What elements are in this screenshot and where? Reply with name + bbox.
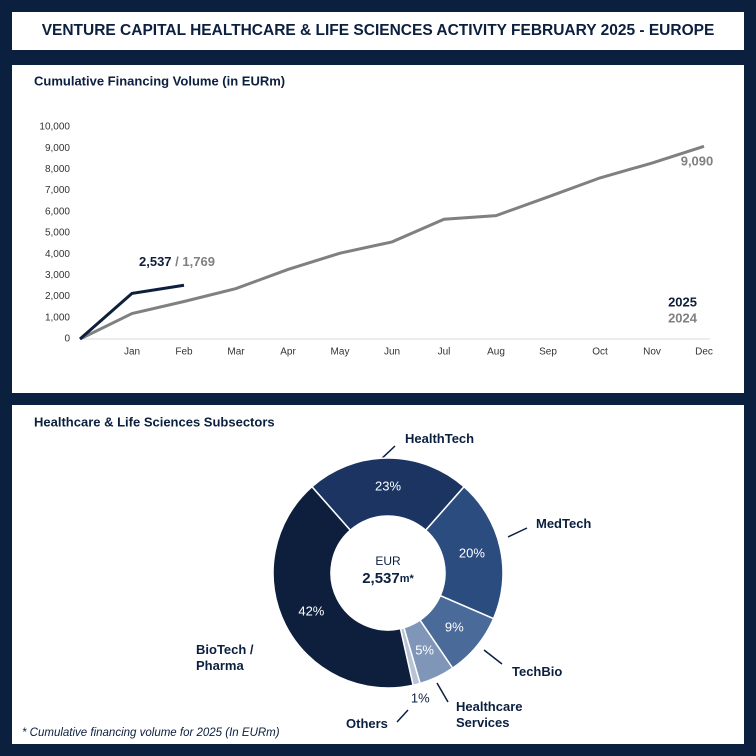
value-label: 5% [415, 642, 434, 657]
x-tick-label: Mar [227, 347, 245, 358]
donut-slice [424, 485, 504, 620]
x-tick-label: Jun [384, 347, 400, 358]
x-tick-label: Feb [175, 347, 193, 358]
x-tick-label: Oct [592, 347, 608, 358]
y-tick-label: 9,000 [45, 143, 70, 154]
y-tick-label: 7,000 [45, 185, 70, 196]
annotation: 2,537 / 1,769 [139, 254, 215, 269]
y-tick-label: 0 [64, 334, 70, 345]
donut-slice [272, 485, 414, 689]
leader-line [507, 527, 528, 538]
series-line [79, 283, 185, 341]
chart-title: Healthcare & Life Sciences Subsectors [34, 414, 275, 429]
series-line [79, 144, 705, 341]
donut-slice [310, 457, 466, 532]
value-label: 42% [298, 603, 324, 618]
value-label: 20% [459, 546, 485, 561]
page-title: VENTURE CAPITAL HEALTHCARE & LIFE SCIENC… [12, 12, 744, 50]
category-label: HealthTech [405, 431, 475, 446]
value-label: 9% [445, 619, 464, 634]
separator: / [172, 254, 183, 269]
y-tick-label: 10,000 [39, 122, 70, 133]
value-label: 9,090 [681, 153, 714, 168]
x-tick-label: Aug [487, 347, 505, 358]
x-tick-label: Jan [124, 347, 140, 358]
category-label: Healthcare Services [456, 699, 523, 730]
x-tick-label: Dec [695, 347, 713, 358]
center-unit: m* [400, 573, 415, 585]
chart-title: Cumulative Financing Volume (in EURm) [34, 73, 285, 88]
leader-line [436, 682, 449, 703]
center-label: EUR [375, 554, 401, 568]
category-label: Others [346, 716, 388, 731]
value-label: 2,537 [139, 254, 172, 269]
x-tick-label: Jul [438, 347, 451, 358]
category-label: TechBio [512, 664, 563, 679]
center-value: 2,537m* [362, 570, 414, 587]
category-label: MedTech [536, 516, 592, 531]
y-tick-label: 5,000 [45, 228, 70, 239]
x-tick-label: Nov [643, 347, 661, 358]
y-tick-label: 6,000 [45, 206, 70, 217]
x-tick-label: Apr [280, 347, 296, 358]
y-tick-label: 2,000 [45, 291, 70, 302]
center-number: 2,537 [362, 570, 400, 587]
x-tick-label: Sep [539, 347, 557, 358]
leader-lines [377, 445, 528, 723]
legend-entry: 2024 [668, 310, 698, 325]
leader-line [396, 709, 409, 723]
leader-line [483, 649, 503, 665]
y-tick-label: 8,000 [45, 164, 70, 175]
legend-entry: 2025 [668, 294, 697, 309]
y-tick-label: 1,000 [45, 312, 70, 323]
value-label: 1% [411, 690, 430, 705]
panel [12, 65, 744, 393]
x-tick-label: May [331, 347, 350, 358]
category-label: BioTech / Pharma [196, 642, 254, 673]
y-tick-label: 4,000 [45, 249, 70, 260]
y-tick-label: 3,000 [45, 270, 70, 281]
value-label: 23% [375, 478, 401, 493]
footnote: * Cumulative financing volume for 2025 (… [22, 727, 280, 739]
value-label: 1,769 [182, 254, 215, 269]
